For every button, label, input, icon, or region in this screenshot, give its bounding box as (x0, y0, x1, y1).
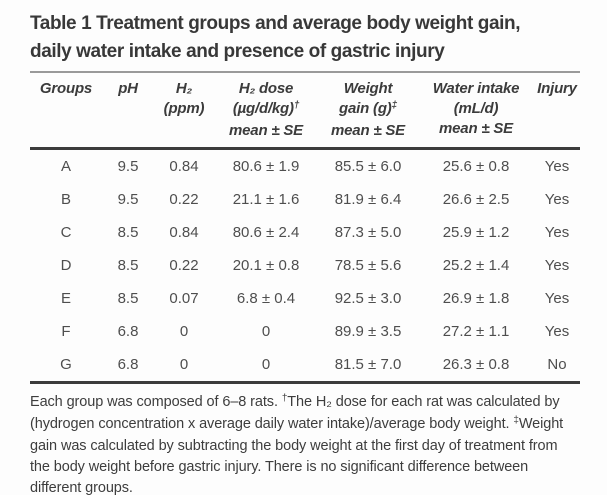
cell-weight-gain: 85.5 ± 6.0 (334, 158, 402, 175)
column-header-h2-ppm: H₂ (ppm) (163, 80, 205, 117)
title-divider (30, 71, 580, 73)
cell-water-intake: 27.2 ± 1.1 (442, 323, 510, 340)
cell-weight-gain: 89.9 ± 3.5 (334, 323, 402, 340)
table-header: Groups pH H₂ (ppm) H₂ dose (µg/d/kg)† me… (30, 74, 580, 149)
cell-ph: 6.8 (117, 356, 139, 373)
dagger-icon: † (281, 393, 288, 404)
table-title-line1: Table 1 Treatment groups and average bod… (30, 13, 521, 34)
cell-h2-ppm: 0.07 (169, 290, 199, 307)
cell-ph: 6.8 (117, 323, 139, 340)
cell-weight-gain: 81.5 ± 7.0 (334, 356, 402, 373)
cell-h2-ppm: 0 (179, 356, 189, 373)
footnote-text: Weight gain was calculated by subtractin… (30, 416, 564, 495)
cell-ph: 8.5 (117, 290, 139, 307)
column-header-injury: Injury (537, 80, 577, 97)
table-row-group-g: G 6.8 0 0 81.5 ± 7.0 26.3 ± 0.8 No (30, 348, 580, 383)
cell-h2-ppm: 0.84 (169, 224, 199, 241)
cell-water-intake: 26.6 ± 2.5 (442, 191, 510, 208)
cell-injury: Yes (544, 158, 570, 175)
table-footnote: Each group was composed of 6–8 rats. †Th… (30, 392, 580, 495)
column-header-weight-gain: Weight gain (g)‡ mean ± SE (331, 80, 405, 139)
cell-h2-dose: 21.1 ± 1.6 (232, 191, 300, 208)
cell-h2-ppm: 0.22 (169, 191, 199, 208)
cell-h2-dose: 80.6 ± 1.9 (232, 158, 300, 175)
table-title: Table 1 Treatment groups and average bod… (30, 10, 580, 66)
cell-group: G (60, 356, 72, 373)
cell-h2-ppm: 0.22 (169, 257, 199, 274)
cell-group: B (60, 191, 71, 208)
cell-group: E (60, 290, 71, 307)
cell-h2-ppm: 0.84 (169, 158, 199, 175)
cell-group: D (60, 257, 72, 274)
column-header-h2-dose: H₂ dose (µg/d/kg)† mean ± SE (229, 80, 303, 139)
cell-injury: No (547, 356, 567, 373)
cell-ph: 9.5 (117, 191, 139, 208)
cell-water-intake: 25.2 ± 1.4 (442, 257, 510, 274)
table-row-group-d: D 8.5 0.22 20.1 ± 0.8 78.5 ± 5.6 25.2 ± … (30, 249, 580, 282)
cell-ph: 8.5 (117, 257, 139, 274)
column-header-groups: Groups (39, 80, 93, 97)
table-row-group-c: C 8.5 0.84 80.6 ± 2.4 87.3 ± 5.0 25.9 ± … (30, 216, 580, 249)
cell-water-intake: 25.6 ± 0.8 (442, 158, 510, 175)
cell-weight-gain: 81.9 ± 6.4 (334, 191, 402, 208)
cell-weight-gain: 87.3 ± 5.0 (334, 224, 402, 241)
double-dagger-icon: ‡ (391, 100, 398, 111)
column-header-ph: pH (118, 80, 138, 97)
cell-ph: 8.5 (117, 224, 139, 241)
column-header-water-intake: Water intake (mL/d) mean ± SE (432, 80, 520, 137)
dagger-icon: † (293, 100, 300, 111)
table-title-line2: daily water intake and presence of gastr… (30, 41, 445, 62)
table-row-group-b: B 9.5 0.22 21.1 ± 1.6 81.9 ± 6.4 26.6 ± … (30, 183, 580, 216)
cell-injury: Yes (544, 257, 570, 274)
table-row-group-f: F 6.8 0 0 89.9 ± 3.5 27.2 ± 1.1 Yes (30, 315, 580, 348)
cell-h2-dose: 80.6 ± 2.4 (232, 224, 300, 241)
cell-injury: Yes (544, 323, 570, 340)
cell-group: A (60, 158, 71, 175)
cell-h2-dose: 20.1 ± 0.8 (232, 257, 300, 274)
table-row-group-e: E 8.5 0.07 6.8 ± 0.4 92.5 ± 3.0 26.9 ± 1… (30, 282, 580, 315)
cell-group: F (61, 323, 71, 340)
cell-injury: Yes (544, 290, 570, 307)
double-dagger-icon: ‡ (513, 415, 519, 426)
treatment-groups-table: Groups pH H₂ (ppm) H₂ dose (µg/d/kg)† me… (30, 74, 580, 384)
cell-injury: Yes (544, 191, 570, 208)
footnote-text: The H₂ dose for each rat was calculated … (30, 394, 560, 432)
cell-ph: 9.5 (117, 158, 139, 175)
footnote-text: Each group was composed of 6–8 rats. (30, 394, 282, 410)
cell-weight-gain: 92.5 ± 3.0 (334, 290, 402, 307)
cell-h2-dose: 6.8 ± 0.4 (236, 290, 296, 307)
table-body: A 9.5 0.84 80.6 ± 1.9 85.5 ± 6.0 25.6 ± … (30, 149, 580, 383)
cell-h2-ppm: 0 (179, 323, 189, 340)
cell-injury: Yes (544, 224, 570, 241)
header-row: Groups pH H₂ (ppm) H₂ dose (µg/d/kg)† me… (30, 74, 580, 149)
cell-water-intake: 26.3 ± 0.8 (442, 356, 510, 373)
cell-water-intake: 26.9 ± 1.8 (442, 290, 510, 307)
cell-h2-dose: 0 (261, 323, 271, 340)
table-row-group-a: A 9.5 0.84 80.6 ± 1.9 85.5 ± 6.0 25.6 ± … (30, 149, 580, 184)
cell-weight-gain: 78.5 ± 5.6 (334, 257, 402, 274)
cell-h2-dose: 0 (261, 356, 271, 373)
cell-water-intake: 25.9 ± 1.2 (442, 224, 510, 241)
cell-group: C (60, 224, 72, 241)
